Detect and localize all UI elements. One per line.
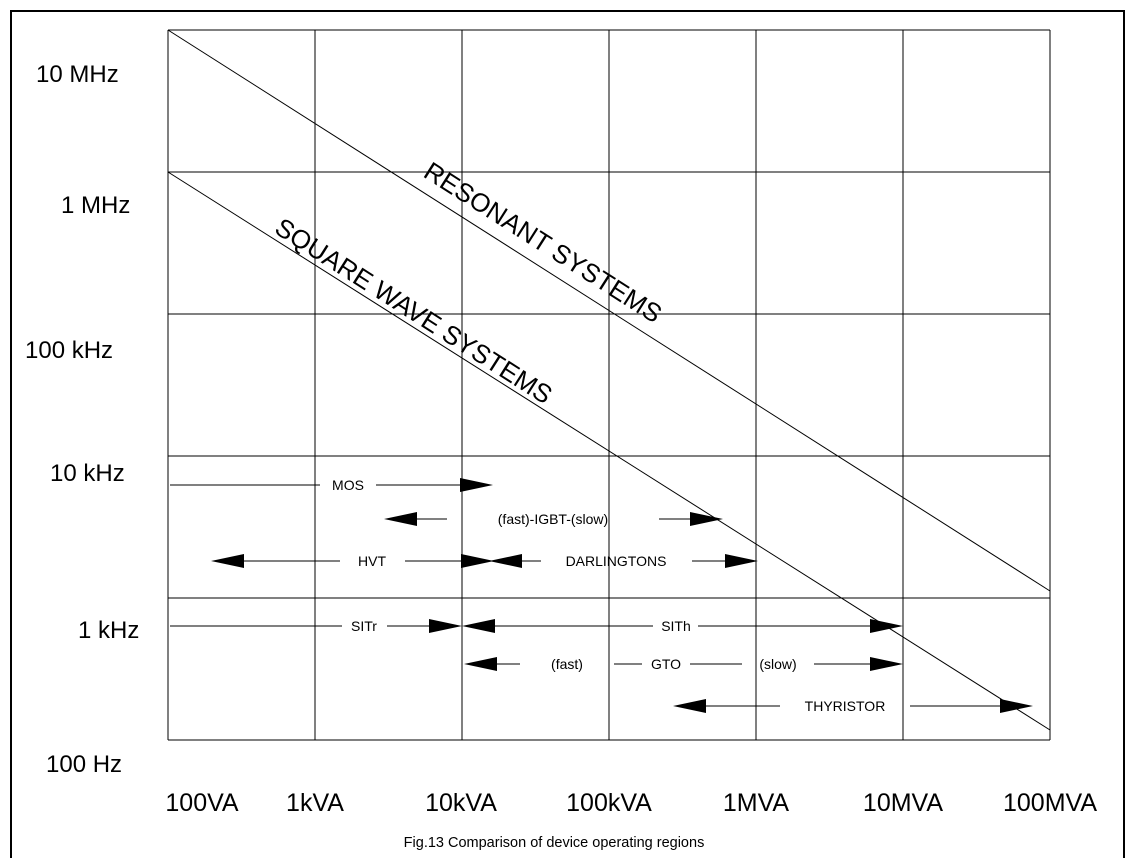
square-wave-systems-line bbox=[167, 171, 1051, 731]
diagonal-lines bbox=[167, 29, 1051, 731]
arrow-left-icon bbox=[462, 619, 495, 633]
arrow-right-icon bbox=[870, 619, 903, 633]
y-tick-label: 10 MHz bbox=[36, 61, 119, 88]
device-label-mos: MOS bbox=[332, 477, 364, 493]
x-axis-ticks: 100VA 1kVA 10kVA 100kVA 1MVA 10MVA 100MV… bbox=[165, 789, 1097, 817]
arrow-right-icon bbox=[1000, 699, 1033, 713]
arrow-left-icon bbox=[384, 512, 417, 526]
x-tick-label: 1MVA bbox=[723, 789, 790, 817]
figure-frame bbox=[10, 10, 1125, 858]
y-tick-label: 100 Hz bbox=[46, 751, 122, 778]
device-label-thyristor: THYRISTOR bbox=[805, 698, 886, 714]
grid bbox=[167, 29, 1051, 741]
y-tick-label: 10 kHz bbox=[50, 460, 125, 487]
resonant-systems-line bbox=[167, 29, 1051, 592]
device-range-lines bbox=[170, 484, 1000, 707]
y-tick-label: 1 kHz bbox=[78, 617, 139, 644]
device-labels: MOS (fast)-IGBT-(slow) HVT DARLINGTONS S… bbox=[332, 477, 885, 714]
device-label-hvt: HVT bbox=[358, 553, 386, 569]
x-tick-label: 100kVA bbox=[566, 789, 652, 817]
x-tick-label: 1kVA bbox=[286, 789, 344, 817]
y-tick-label: 1 MHz bbox=[61, 192, 130, 219]
device-label-darlingtons: DARLINGTONS bbox=[566, 553, 667, 569]
x-tick-label: 100VA bbox=[165, 789, 239, 817]
arrow-left-icon bbox=[464, 657, 497, 671]
x-tick-label: 10kVA bbox=[425, 789, 497, 817]
arrow-right-icon bbox=[870, 657, 903, 671]
y-axis-ticks: 10 MHz 1 MHz 100 kHz 10 kHz 1 kHz 100 Hz bbox=[25, 61, 139, 778]
device-label-igbt: (fast)-IGBT-(slow) bbox=[498, 511, 608, 527]
arrow-right-icon bbox=[460, 478, 493, 492]
arrow-right-icon bbox=[429, 619, 462, 633]
device-label-gto: GTO bbox=[651, 656, 681, 672]
arrow-left-icon bbox=[489, 554, 522, 568]
arrow-right-icon bbox=[725, 554, 758, 568]
device-arrowheads bbox=[211, 478, 1033, 713]
device-label-sitr: SITr bbox=[351, 618, 377, 634]
y-tick-label: 100 kHz bbox=[25, 337, 113, 364]
arrow-right-icon bbox=[461, 554, 494, 568]
resonant-systems-label: RESONANT SYSTEMS bbox=[419, 156, 668, 329]
x-tick-label: 100MVA bbox=[1003, 789, 1097, 817]
arrow-left-icon bbox=[673, 699, 706, 713]
device-label-gto-fast: (fast) bbox=[551, 656, 583, 672]
device-label-sith: SITh bbox=[661, 618, 691, 634]
arrow-right-icon bbox=[690, 512, 723, 526]
device-label-gto-slow: (slow) bbox=[759, 656, 796, 672]
x-tick-label: 10MVA bbox=[863, 789, 943, 817]
arrow-left-icon bbox=[211, 554, 244, 568]
figure-caption: Fig.13 Comparison of device operating re… bbox=[404, 835, 705, 851]
